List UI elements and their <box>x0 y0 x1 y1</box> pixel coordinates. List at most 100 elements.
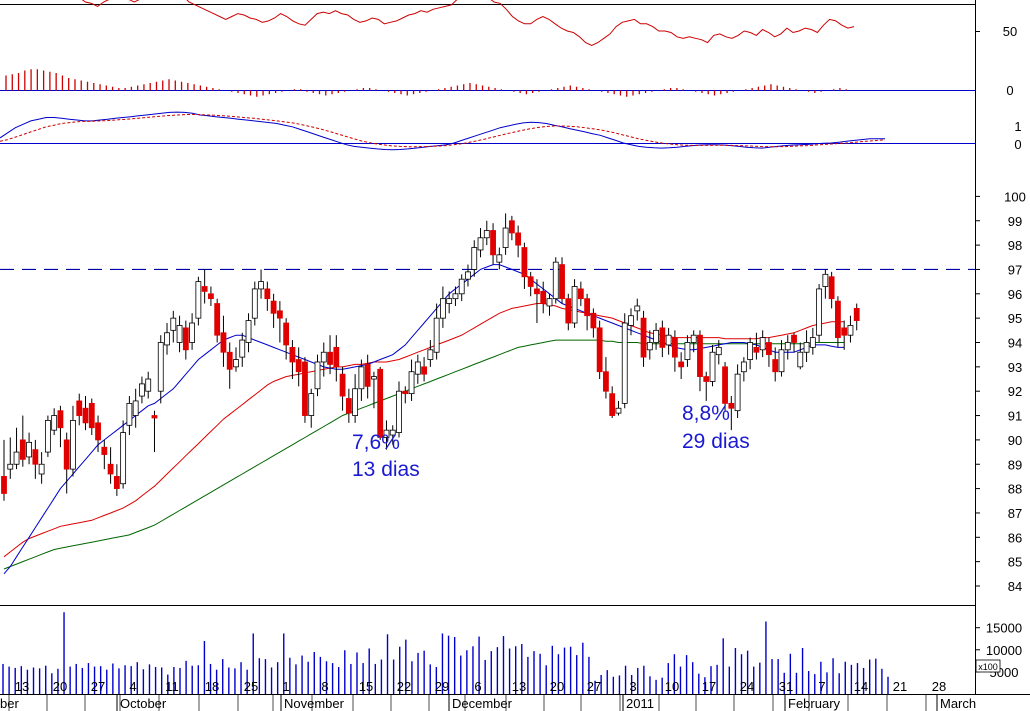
candle-body-up <box>483 230 490 239</box>
candle <box>126 396 133 436</box>
price-tick-label: 95 <box>1008 311 1022 326</box>
candle <box>276 301 283 343</box>
candle <box>32 439 39 479</box>
candle-body-down <box>609 393 616 416</box>
candle <box>70 405 76 477</box>
candle <box>534 279 540 324</box>
candle <box>828 271 835 309</box>
candle-body-down <box>201 286 208 292</box>
moving-average-mid <box>3 303 845 558</box>
candle-body-down <box>276 310 283 319</box>
candle <box>201 269 208 304</box>
x-day-label: 13 <box>512 679 526 694</box>
candle <box>364 354 371 399</box>
candle-body-down <box>508 220 515 234</box>
candle <box>640 310 647 367</box>
x-day-label: 24 <box>740 679 754 694</box>
candle-body-down <box>226 351 233 370</box>
candle <box>502 213 509 255</box>
candle <box>289 340 296 380</box>
candle <box>803 330 810 362</box>
price-tick-label: 93 <box>1008 360 1022 375</box>
candle <box>433 303 440 360</box>
candle-body-down <box>515 232 522 246</box>
candle <box>628 308 634 336</box>
candle <box>747 337 754 370</box>
candle-body-up <box>734 373 741 412</box>
candle <box>678 352 685 380</box>
candle-body-up <box>70 420 76 470</box>
candle-body-up <box>797 351 804 368</box>
candle-body-up <box>427 349 434 360</box>
candle-body-up <box>634 305 641 312</box>
price-tick-label: 96 <box>1008 287 1022 302</box>
price-tick-label: 89 <box>1008 457 1022 472</box>
candle <box>132 388 139 428</box>
candle-body-up <box>44 420 51 453</box>
candle-body-down <box>402 390 409 395</box>
candle-body-down <box>421 366 427 375</box>
candle-body-up <box>195 281 202 319</box>
candle <box>684 335 691 367</box>
candle <box>847 315 854 343</box>
candle-body-down <box>57 410 64 429</box>
candle <box>822 269 829 299</box>
candle <box>653 323 659 350</box>
price-tick-label: 100 <box>1004 189 1026 204</box>
macd-histogram-panel: 0 <box>0 69 1014 98</box>
candle-body-down <box>559 264 565 300</box>
rsi-panel: 50 <box>81 0 1017 47</box>
candle <box>371 371 377 409</box>
rsi-tick-label: 50 <box>1003 24 1017 39</box>
price-tick-label: 84 <box>1008 579 1022 594</box>
candle-body-up <box>371 376 377 380</box>
candle-body-up <box>13 451 20 465</box>
candle <box>82 396 89 431</box>
candle <box>571 279 578 328</box>
candle-body-up <box>189 322 196 343</box>
candle-body-up <box>665 334 672 346</box>
candle-body-down <box>527 276 534 287</box>
candle <box>452 286 459 306</box>
x-day-label: 14 <box>854 679 868 694</box>
candle <box>584 293 591 331</box>
candle-body-up <box>546 298 553 307</box>
candle-body-up <box>709 351 716 382</box>
candle-body-down <box>697 334 703 377</box>
candle-body-down <box>828 276 835 300</box>
candle <box>352 374 359 423</box>
histogram-tick-label: 0 <box>1006 83 1013 98</box>
candle <box>295 347 302 387</box>
candle <box>220 315 227 367</box>
candle-body-down <box>596 327 603 373</box>
candle-body-up <box>320 351 327 363</box>
candle-body-down <box>19 439 26 460</box>
candle-body-down <box>95 422 101 441</box>
candle-body-up <box>740 361 747 373</box>
candle-body-down <box>1 476 7 494</box>
candle <box>621 313 628 409</box>
candle-body-up <box>715 346 722 356</box>
candle-body-up <box>176 325 183 343</box>
candle-body-up <box>352 388 359 416</box>
candle <box>145 371 152 399</box>
candle-body-down <box>333 346 340 368</box>
candle <box>377 366 384 440</box>
candle <box>63 432 70 494</box>
candle <box>784 335 791 360</box>
volume-tick-label: 15000 <box>986 621 1022 636</box>
candle <box>615 400 622 416</box>
candle <box>603 357 609 399</box>
x-day-label: 27 <box>91 679 105 694</box>
candle-body-down <box>88 402 95 429</box>
candle <box>634 298 641 321</box>
candle <box>841 320 848 350</box>
x-day-label: 8 <box>321 679 328 694</box>
candle <box>853 303 860 331</box>
candle-body-down <box>208 293 214 300</box>
x-month-label: March <box>940 696 976 711</box>
candle <box>327 335 333 375</box>
candle <box>383 420 390 450</box>
x-day-label: 15 <box>359 679 373 694</box>
